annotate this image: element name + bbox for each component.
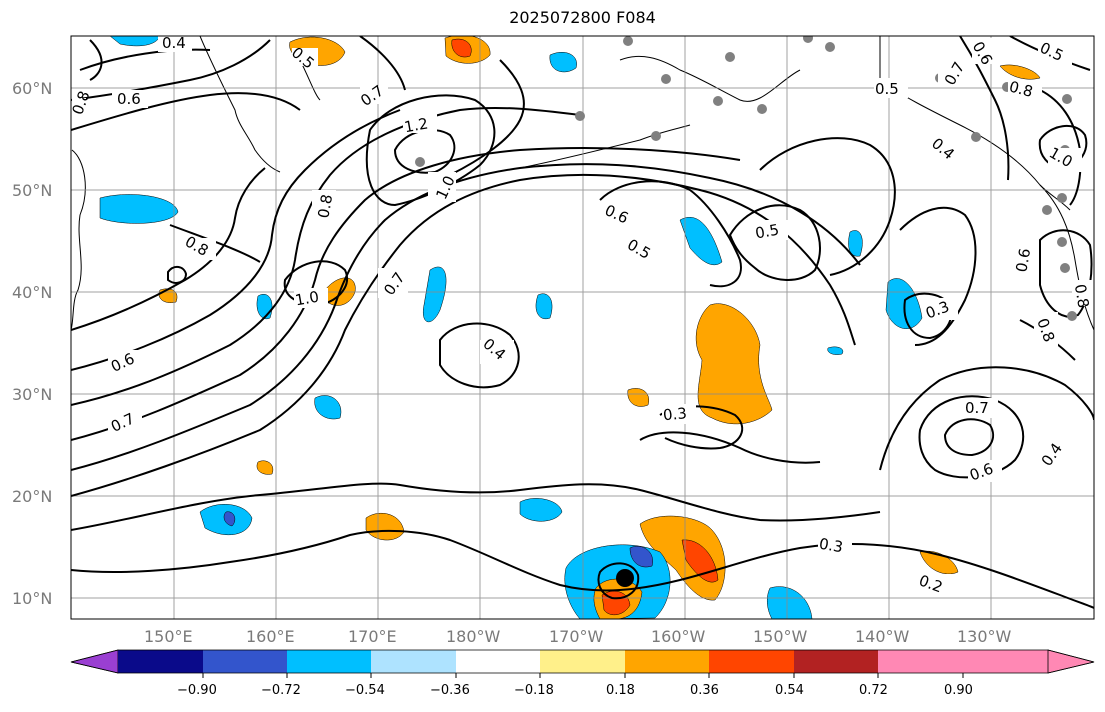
colorbar-tick-label: 0.72 xyxy=(859,683,888,698)
lat-label: 50°N xyxy=(12,181,52,200)
latitude-labels: 60°N 50°N 40°N 30°N 20°N 10°N xyxy=(12,79,52,608)
contour-label-group: 0.4 0.6 0.7 0.8 0.5 1.2 1.0 0.8 0.8 1.0 … xyxy=(68,34,1094,596)
lat-label: 40°N xyxy=(12,283,52,302)
contour-label: 0.8 xyxy=(1071,283,1093,310)
colorbar-low-extend xyxy=(70,649,119,674)
contour-label: 0.5 xyxy=(754,221,781,243)
colorbar-segment xyxy=(118,650,203,673)
lon-label: 150°W xyxy=(753,627,808,646)
longitude-labels: 150°E 160°E 170°E 180°W 170°W 160°W 150°… xyxy=(144,627,1012,646)
colorbar-tick-label: −0.18 xyxy=(514,683,554,698)
colorbar-tick-label: 0.36 xyxy=(690,683,719,698)
lon-label: 170°E xyxy=(348,627,397,646)
colorbar-segment xyxy=(540,650,625,673)
colorbar-tick-label: 0.18 xyxy=(606,683,635,698)
graticule xyxy=(71,36,1094,619)
map-title: 2025072800 F084 xyxy=(509,8,656,27)
contour-label: 0.3 xyxy=(818,535,845,557)
colorbar: −0.90 −0.72 −0.54 −0.36 −0.18 0.18 0.36 … xyxy=(70,649,1095,698)
colorbar-segment xyxy=(203,650,287,673)
colorbar-tick-label: −0.54 xyxy=(345,683,385,698)
colorbar-segment xyxy=(709,650,794,673)
lat-label: 10°N xyxy=(12,589,52,608)
lat-label: 30°N xyxy=(12,385,52,404)
colorbar-tick-label: 0.54 xyxy=(775,683,804,698)
colorbar-segment xyxy=(456,650,540,673)
contour-label: 0.8 xyxy=(68,88,93,117)
contour-label: 0.7 xyxy=(965,399,989,417)
colorbar-tick-label: −0.90 xyxy=(177,683,217,698)
contour-label: 0.5 xyxy=(875,80,899,98)
lon-label: 160°W xyxy=(651,627,706,646)
coastlines xyxy=(71,36,1094,331)
colorbar-tick-label: −0.36 xyxy=(430,683,470,698)
colorbar-segment xyxy=(371,650,456,673)
map-frame xyxy=(70,35,1095,620)
lon-label: 180°W xyxy=(446,627,501,646)
lat-label: 20°N xyxy=(12,487,52,506)
contour-label: 1.0 xyxy=(294,288,321,310)
lon-label: 170°W xyxy=(549,627,604,646)
lon-label: 130°W xyxy=(957,627,1012,646)
colorbar-segment xyxy=(794,650,878,673)
contour-label: 0.3 xyxy=(662,404,687,424)
colorbar-tick-label: −0.72 xyxy=(261,683,301,698)
contour-label: 0.8 xyxy=(1007,77,1035,101)
lon-label: 160°E xyxy=(246,627,295,646)
colorbar-segment xyxy=(963,650,1048,673)
contour-label: 0.8 xyxy=(314,193,336,220)
colorbar-segment xyxy=(287,650,371,673)
storm-center-marker xyxy=(616,569,634,587)
lat-label: 60°N xyxy=(12,79,52,98)
colorbar-segment xyxy=(878,650,963,673)
colorbar-segment xyxy=(625,650,709,673)
colorbar-high-extend xyxy=(1047,649,1095,674)
contour-label: 0.6 xyxy=(117,90,141,108)
contour-label: 1.2 xyxy=(403,114,430,136)
contour-label: 0.4 xyxy=(162,34,186,52)
contour-lines xyxy=(71,36,1094,609)
colorbar-tick-label: 0.90 xyxy=(944,683,973,698)
lon-label: 150°E xyxy=(144,627,193,646)
contour-label: 0.6 xyxy=(1012,247,1034,274)
lon-label: 140°W xyxy=(855,627,910,646)
